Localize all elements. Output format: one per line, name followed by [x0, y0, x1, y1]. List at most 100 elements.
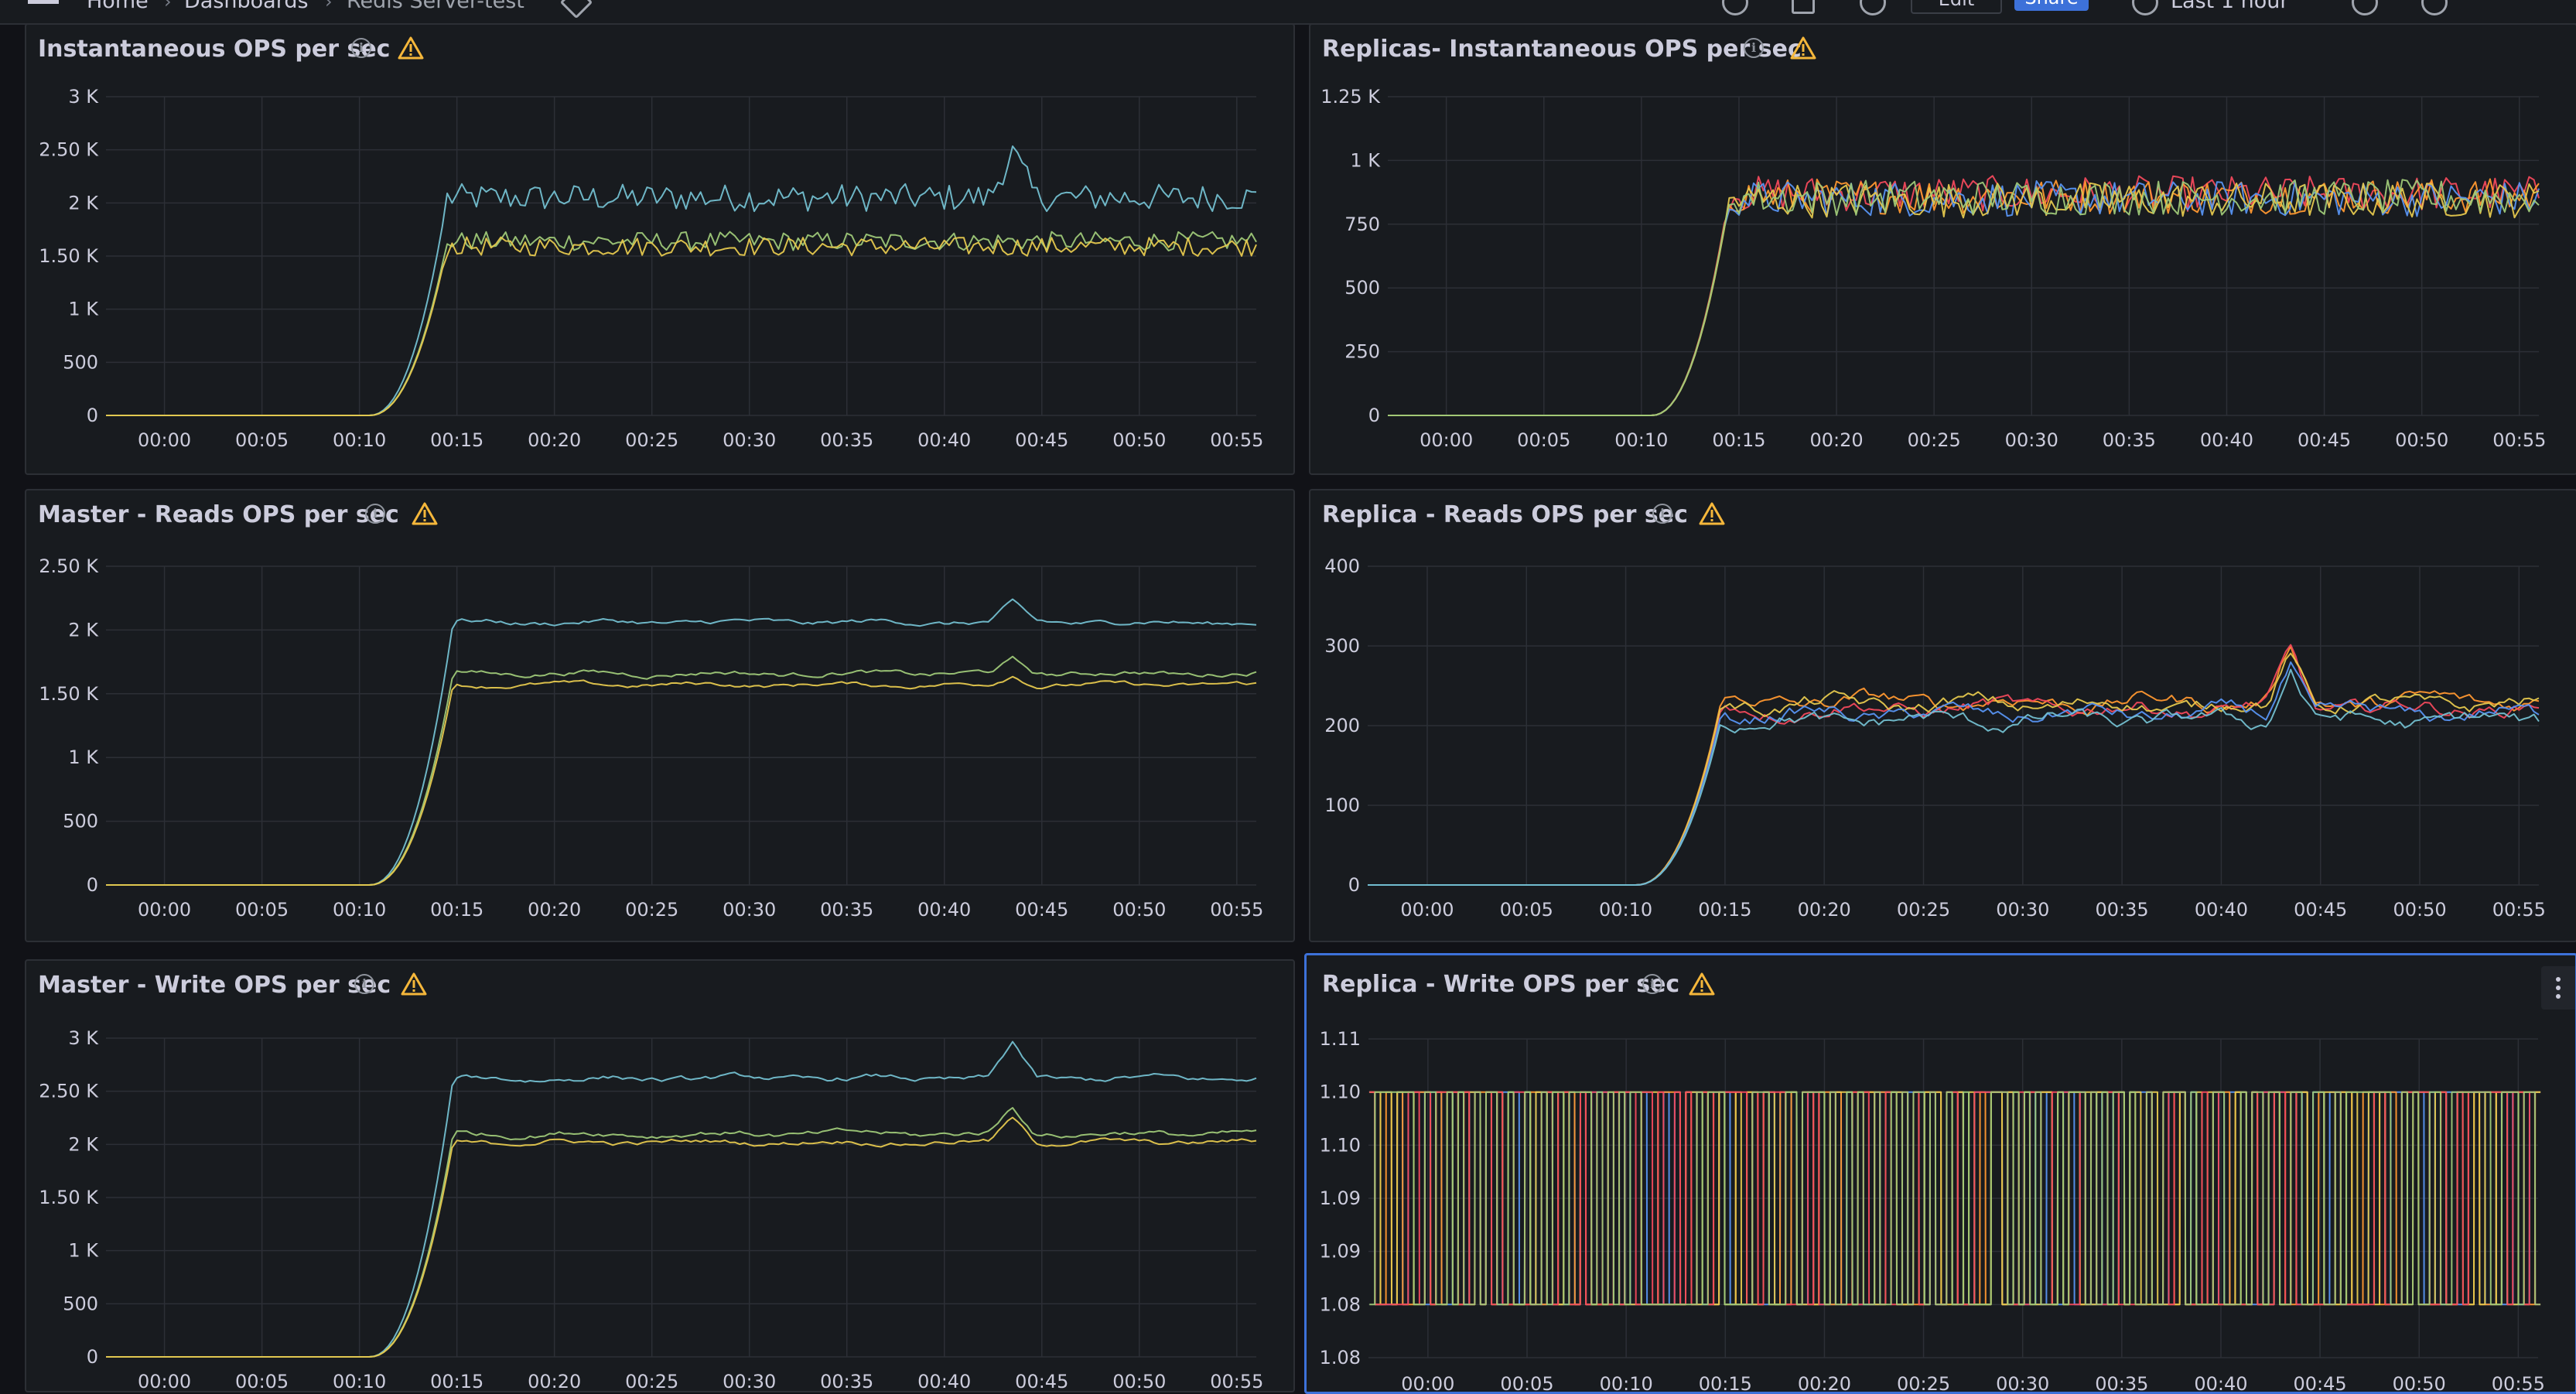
breadcrumb-home[interactable]: Home: [87, 0, 149, 13]
x-tick-label: 00:50: [1112, 429, 1166, 451]
breadcrumb-dashboards[interactable]: Dashboards: [184, 0, 309, 13]
x-tick-label: 00:55: [1210, 429, 1263, 451]
breadcrumb-separator-icon: ›: [325, 0, 333, 12]
panel-replica-reads-ops[interactable]: Replica - Reads OPS per sec i 0 100 200 300…: [1309, 489, 2576, 942]
y-tick-label: 1.08: [1320, 1293, 1361, 1315]
x-tick-label: 00:50: [2395, 429, 2448, 451]
x-tick-label: 00:15: [430, 429, 483, 451]
x-tick-label: 00:15: [430, 899, 483, 921]
chart-replicas-instantaneous-ops: 0 250 500 750 1 K 1.25 K 00:00 00:05 00:10 00:15 0…: [1320, 86, 2546, 451]
y-tick-label: 500: [63, 351, 98, 373]
settings-icon[interactable]: [1860, 0, 1886, 15]
help-icon[interactable]: [1722, 0, 1748, 15]
save-icon[interactable]: [1792, 0, 1815, 14]
info-icon[interactable]: i: [354, 974, 374, 994]
star-icon[interactable]: [559, 0, 593, 19]
x-tick-label: 00:25: [1897, 1373, 1950, 1394]
x-tick-label: 00:55: [1210, 1371, 1263, 1392]
x-tick-label: 00:10: [333, 1371, 386, 1392]
y-tick-label: 0: [1368, 405, 1380, 426]
warning-icon[interactable]: [1790, 36, 1816, 60]
info-icon[interactable]: i: [1642, 974, 1662, 994]
edit-button[interactable]: Edit: [1911, 0, 2002, 14]
x-tick-label: 00:45: [1015, 429, 1068, 451]
x-tick-label: 00:30: [723, 429, 776, 451]
series-line-orange: [1388, 178, 2540, 416]
top-navigation-bar: Home › Dashboards › Redis Server-test Ed…: [0, 0, 2576, 25]
series-line-green: [1369, 1091, 2541, 1306]
panel-title: Instantaneous OPS per sec: [38, 36, 391, 63]
x-tick-label: 00:00: [1420, 429, 1473, 451]
panel-title: Replicas- Instantaneous OPS per sec: [1322, 36, 1802, 63]
panel-master-write-ops[interactable]: Master - Write OPS per sec i 0 500 1 K 1.50…: [25, 959, 1295, 1392]
y-tick-label: 2 K: [68, 619, 99, 641]
x-tick-label: 00:30: [723, 899, 776, 921]
y-tick-label: 3 K: [68, 1027, 99, 1049]
x-tick-label: 00:50: [1112, 1371, 1166, 1392]
x-tick-label: 00:00: [138, 899, 191, 921]
x-tick-label: 00:40: [917, 899, 971, 921]
panel-title: Replica - Reads OPS per sec: [1322, 501, 1688, 528]
x-tick-label: 00:20: [1798, 899, 1851, 921]
x-tick-label: 00:20: [528, 1371, 581, 1392]
y-tick-label: 2 K: [68, 1133, 99, 1155]
x-tick-label: 00:10: [333, 899, 386, 921]
panel-replicas-instantaneous-ops[interactable]: Replicas- Instantaneous OPS per sec i 0 2…: [1309, 23, 2576, 475]
y-tick-label: 500: [1344, 277, 1380, 299]
y-tick-label: 250: [1344, 341, 1380, 363]
menu-icon[interactable]: [28, 0, 59, 4]
info-icon[interactable]: i: [1652, 504, 1672, 524]
x-tick-label: 00:40: [2195, 899, 2248, 921]
x-tick-label: 00:50: [2393, 899, 2446, 921]
x-tick-label: 00:20: [528, 429, 581, 451]
info-icon[interactable]: i: [351, 38, 371, 58]
y-tick-label: 1.09: [1320, 1241, 1361, 1262]
y-tick-label: 0: [87, 405, 98, 426]
clock-icon[interactable]: [2132, 0, 2158, 15]
panel-title: Master - Reads OPS per sec: [38, 501, 399, 528]
series-line-cyan: [106, 598, 1257, 886]
y-tick-label: 1.08: [1320, 1347, 1361, 1368]
x-tick-label: 00:45: [2294, 899, 2347, 921]
series-line-orange: [1368, 645, 2540, 886]
time-range-picker[interactable]: Last 1 hour: [2171, 0, 2289, 13]
x-tick-label: 00:15: [1698, 899, 1751, 921]
share-button[interactable]: Share: [2014, 0, 2089, 11]
y-tick-label: 1.10: [1320, 1081, 1361, 1103]
warning-icon[interactable]: [398, 36, 424, 60]
x-tick-label: 00:35: [2096, 899, 2149, 921]
x-tick-label: 00:00: [138, 1371, 191, 1392]
dashboard-title: Redis Server-test: [347, 0, 524, 13]
info-icon[interactable]: i: [1744, 38, 1764, 58]
warning-icon[interactable]: [412, 502, 438, 525]
x-tick-label: 00:05: [1500, 1373, 1553, 1394]
y-tick-label: 500: [63, 1293, 98, 1314]
warning-icon[interactable]: [1699, 502, 1725, 525]
x-tick-label: 00:30: [1996, 1373, 2049, 1394]
panel-instantaneous-ops[interactable]: Instantaneous OPS per sec i 0 500 1 K 1.50 …: [25, 23, 1295, 475]
y-tick-label: 0: [87, 1346, 98, 1368]
series-line-blue: [1368, 661, 2540, 886]
x-tick-label: 00:30: [723, 1371, 776, 1392]
x-tick-label: 00:25: [1897, 899, 1950, 921]
warning-icon[interactable]: [401, 972, 427, 996]
series-line-green: [1388, 179, 2540, 416]
zoom-out-icon[interactable]: [2352, 0, 2378, 15]
series-line-cyan: [106, 1040, 1257, 1358]
y-tick-label: 2.50 K: [39, 1081, 99, 1102]
x-tick-label: 00:35: [820, 899, 873, 921]
x-tick-label: 00:50: [1112, 899, 1166, 921]
series-line-green: [106, 655, 1257, 886]
refresh-icon[interactable]: [2421, 0, 2448, 15]
panel-replica-write-ops[interactable]: Replica - Write OPS per sec i 1.08 1.08 1.…: [1304, 953, 2576, 1394]
y-tick-label: 2 K: [68, 192, 99, 214]
x-tick-label: 00:05: [235, 429, 289, 451]
panel-menu-kebab-icon[interactable]: [2541, 966, 2575, 1010]
y-tick-label: 1.10: [1320, 1134, 1361, 1156]
y-tick-label: 500: [63, 811, 98, 832]
panel-master-reads-ops[interactable]: Master - Reads OPS per sec i 0 500 1 K 1.50…: [25, 489, 1295, 942]
info-icon[interactable]: i: [365, 504, 385, 524]
warning-icon[interactable]: [1689, 972, 1715, 996]
series-line-yellow: [1368, 652, 2540, 886]
y-tick-label: 0: [1348, 874, 1360, 896]
